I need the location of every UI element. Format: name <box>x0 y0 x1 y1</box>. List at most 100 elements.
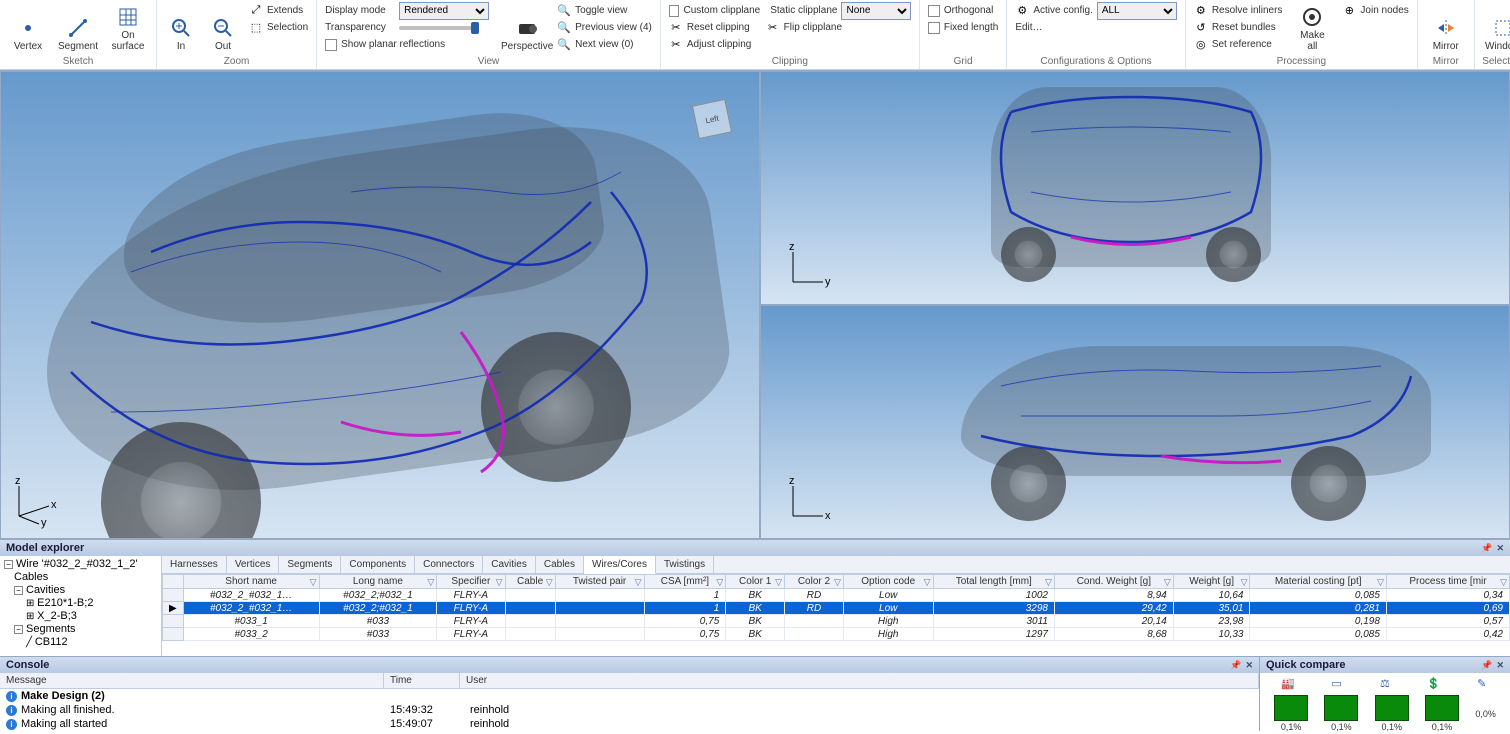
ribbon-group-sketch: Vertex Segment On surface Sketch <box>0 0 157 69</box>
planar-checkbox[interactable] <box>325 39 337 51</box>
orthogonal-row[interactable]: Orthogonal <box>924 2 1002 19</box>
col-header[interactable]: Twisted pair▽ <box>555 575 644 589</box>
tab-wirescores[interactable]: Wires/Cores <box>584 556 656 574</box>
tab-segments[interactable]: Segments <box>279 556 341 573</box>
col-header[interactable]: Color 1▽ <box>726 575 785 589</box>
tree-cables[interactable]: Cables <box>2 571 159 584</box>
close-icon[interactable]: ✕ <box>1496 660 1504 670</box>
col-header[interactable]: Material costing [pt]▽ <box>1250 575 1386 589</box>
table-row[interactable]: #032_2_#032_1…#032_2;#032_1FLRY-A 1 BKRD… <box>163 589 1510 602</box>
qc-icon-3[interactable]: ⚖ <box>1375 675 1395 691</box>
console-row[interactable]: iMaking all started15:49:07reinhold <box>0 717 1259 731</box>
console-row[interactable]: iMake Design (2) <box>0 689 1259 703</box>
col-header[interactable]: Cond. Weight [g]▽ <box>1054 575 1173 589</box>
table-row[interactable]: ▶ #032_2_#032_1…#032_2;#032_1FLRY-A 1 BK… <box>163 602 1510 615</box>
tab-vertices[interactable]: Vertices <box>227 556 280 573</box>
tab-twistings[interactable]: Twistings <box>656 556 714 573</box>
ribbon-group-view: Display mode Rendered Transparency Show … <box>317 0 661 69</box>
prev-view-button[interactable]: 🔍Previous view (4) <box>553 19 656 36</box>
close-icon[interactable]: ✕ <box>1496 543 1504 553</box>
flip-clip-button[interactable]: ✂Flip clipplane <box>766 19 842 36</box>
tree-segments[interactable]: −Segments <box>2 623 159 636</box>
segment-button[interactable]: Segment <box>54 2 102 54</box>
toggle-view-button[interactable]: 🔍Toggle view <box>553 2 656 19</box>
custom-clip-checkbox[interactable] <box>669 5 680 17</box>
viewport-rear[interactable]: zy <box>760 71 1510 305</box>
zoom-in-button[interactable]: In <box>161 2 201 54</box>
config-edit-button[interactable]: Edit… <box>1011 19 1180 36</box>
resolve-inliners-button[interactable]: ⚙Resolve inliners <box>1190 2 1287 19</box>
table-row[interactable]: #033_1#033FLRY-A 0,75 BKHigh 301120,1423… <box>163 615 1510 628</box>
tree-root[interactable]: −Wire '#032_2_#032_1_2' <box>2 558 159 571</box>
axis-gizmo: zx <box>783 476 833 530</box>
qc-icon-5[interactable]: ✎ <box>1472 675 1492 691</box>
window-icon <box>1492 17 1510 39</box>
set-reference-button[interactable]: ◎Set reference <box>1190 36 1287 53</box>
col-header[interactable]: Weight [g]▽ <box>1173 575 1250 589</box>
qc-icon-1[interactable]: 🏭 <box>1278 675 1298 691</box>
tab-cables[interactable]: Cables <box>536 556 584 573</box>
qc-toolbar: 🏭 ▭ ⚖ 💲 ✎ <box>1260 673 1510 693</box>
planar-reflections-row[interactable]: Show planar reflections <box>321 36 501 53</box>
fixed-checkbox[interactable] <box>928 22 940 34</box>
col-header[interactable]: Cable▽ <box>505 575 555 589</box>
col-header[interactable]: Option code▽ <box>843 575 933 589</box>
tree-cav1[interactable]: ⊞ E210*1-B;2 <box>2 597 159 610</box>
qc-icon-2[interactable]: ▭ <box>1327 675 1347 691</box>
col-header[interactable]: Specifier▽ <box>437 575 505 589</box>
zoom-out-button[interactable]: Out <box>203 2 243 54</box>
qc-bar: 0,1% <box>1274 695 1308 732</box>
console-body[interactable]: iMake Design (2)iMaking all finished.15:… <box>0 689 1259 731</box>
explorer-tree[interactable]: −Wire '#032_2_#032_1_2' Cables −Cavities… <box>0 556 162 656</box>
orthogonal-checkbox[interactable] <box>928 5 940 17</box>
transparency-slider[interactable] <box>399 26 479 30</box>
zoom-extends-button[interactable]: ⤢Extends <box>245 2 312 19</box>
make-all-button[interactable]: Make all <box>1288 2 1336 54</box>
svg-text:y: y <box>41 517 47 529</box>
col-header[interactable]: Short name▽ <box>183 575 319 589</box>
tree-cav2[interactable]: ⊞ X_2-B;3 <box>2 610 159 623</box>
col-header[interactable]: CSA [mm²]▽ <box>644 575 726 589</box>
console-row[interactable]: iMaking all finished.15:49:32reinhold <box>0 703 1259 717</box>
reset-clip-button[interactable]: ✂Reset clipping <box>669 19 750 36</box>
col-header[interactable]: Process time [mir▽ <box>1386 575 1509 589</box>
explorer-grid[interactable]: Short name▽Long name▽Specifier▽Cable▽Twi… <box>162 574 1510 656</box>
static-clip-select[interactable]: None <box>841 2 910 20</box>
pin-icon[interactable]: 📌 <box>1481 543 1492 553</box>
tree-cavities[interactable]: −Cavities <box>2 584 159 597</box>
display-mode-select[interactable]: Rendered <box>399 2 489 20</box>
zoom-selection-button[interactable]: ⬚Selection <box>245 19 312 36</box>
fixed-length-row[interactable]: Fixed length <box>924 19 1002 36</box>
join-icon: ⊕ <box>1342 4 1356 18</box>
vertex-button[interactable]: Vertex <box>4 2 52 54</box>
close-icon[interactable]: ✕ <box>1245 660 1253 670</box>
mirror-button[interactable]: Mirror <box>1422 2 1470 54</box>
qc-bars: 0,1%0,1%0,1%0,1%0,0% <box>1260 693 1510 734</box>
setref-icon: ◎ <box>1194 38 1208 52</box>
viewport-perspective[interactable]: Left zxy <box>0 71 760 539</box>
active-config-select[interactable]: ALL <box>1097 2 1177 20</box>
viewport-side[interactable]: zx <box>760 305 1510 539</box>
tab-harnesses[interactable]: Harnesses <box>162 556 227 573</box>
pin-icon[interactable]: 📌 <box>1230 660 1241 670</box>
join-nodes-button[interactable]: ⊕Join nodes <box>1338 2 1412 19</box>
col-header[interactable]: Color 2▽ <box>785 575 844 589</box>
toggle-icon: 🔍 <box>557 4 571 18</box>
config-icon: ⚙ <box>1015 4 1029 18</box>
reset-bundles-button[interactable]: ↺Reset bundles <box>1190 19 1287 36</box>
on-surface-button[interactable]: On surface <box>104 2 152 54</box>
table-row[interactable]: #033_2#033FLRY-A 0,75 BKHigh 12978,6810,… <box>163 628 1510 641</box>
tab-connectors[interactable]: Connectors <box>415 556 483 573</box>
col-header[interactable]: Long name▽ <box>319 575 437 589</box>
qc-icon-4[interactable]: 💲 <box>1423 675 1443 691</box>
tree-seg1[interactable]: ╱ CB112 <box>2 636 159 649</box>
adjust-clip-button[interactable]: ✂Adjust clipping <box>665 36 915 53</box>
qc-bar: 0,1% <box>1425 695 1459 732</box>
tab-components[interactable]: Components <box>341 556 415 573</box>
pin-icon[interactable]: 📌 <box>1481 660 1492 670</box>
window-button[interactable]: Window <box>1479 2 1510 54</box>
tab-cavities[interactable]: Cavities <box>483 556 536 573</box>
next-view-button[interactable]: 🔍Next view (0) <box>553 36 656 53</box>
col-header[interactable]: Total length [mm]▽ <box>933 575 1054 589</box>
perspective-button[interactable]: Perspective <box>503 2 551 54</box>
